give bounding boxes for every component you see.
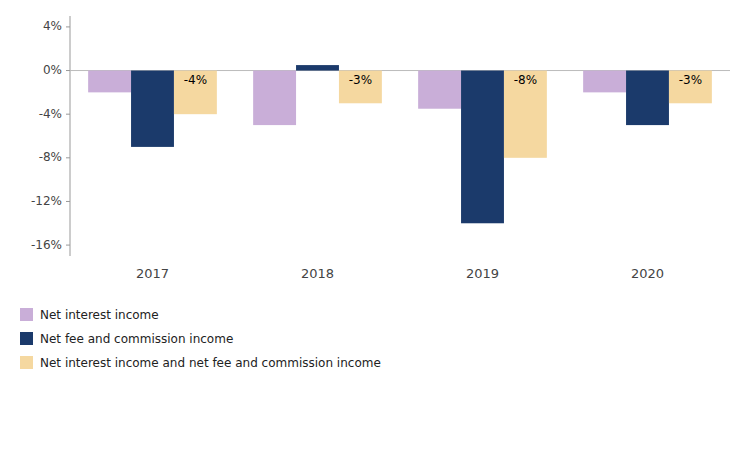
bar bbox=[626, 71, 669, 126]
bar bbox=[504, 71, 547, 158]
x-tick-label: 2018 bbox=[301, 266, 334, 281]
y-tick-label: -12% bbox=[31, 194, 62, 208]
x-tick-label: 2020 bbox=[631, 266, 664, 281]
bar bbox=[418, 71, 461, 109]
legend-label: Net interest income and net fee and comm… bbox=[40, 356, 381, 370]
bar bbox=[339, 71, 382, 104]
x-tick-label: 2019 bbox=[466, 266, 499, 281]
y-tick bbox=[66, 26, 70, 27]
bar bbox=[669, 71, 712, 104]
x-tick-label: 2017 bbox=[136, 266, 169, 281]
legend-swatch bbox=[20, 308, 33, 321]
data-label: -8% bbox=[514, 73, 537, 87]
y-tick-label: -8% bbox=[39, 150, 62, 164]
y-tick-label: 0% bbox=[43, 63, 62, 77]
data-label: -3% bbox=[679, 73, 702, 87]
bar bbox=[583, 71, 626, 93]
legend-label: Net interest income bbox=[40, 308, 159, 322]
bar bbox=[296, 65, 339, 70]
legend-label: Net fee and commission income bbox=[40, 332, 233, 346]
y-tick bbox=[66, 114, 70, 115]
data-label: -4% bbox=[184, 73, 207, 87]
legend-swatch bbox=[20, 356, 33, 369]
y-tick-label: -16% bbox=[31, 238, 62, 252]
bars bbox=[88, 65, 712, 223]
y-tick-label: 4% bbox=[43, 19, 62, 33]
y-tick-label: -4% bbox=[39, 107, 62, 121]
y-axis-line bbox=[70, 16, 71, 256]
y-tick bbox=[66, 70, 70, 71]
y-tick bbox=[66, 201, 70, 202]
chart: 4% 0% -4% -8% -12% -16% -4% -3% -8% -3% 2017 2018 20… bbox=[0, 0, 750, 451]
bar bbox=[253, 71, 296, 126]
bar bbox=[88, 71, 131, 93]
bar bbox=[461, 71, 504, 224]
data-label: -3% bbox=[349, 73, 372, 87]
bar bbox=[174, 71, 217, 115]
bar bbox=[131, 71, 174, 147]
y-tick bbox=[66, 245, 70, 246]
y-tick bbox=[66, 157, 70, 158]
legend-swatch bbox=[20, 332, 33, 345]
